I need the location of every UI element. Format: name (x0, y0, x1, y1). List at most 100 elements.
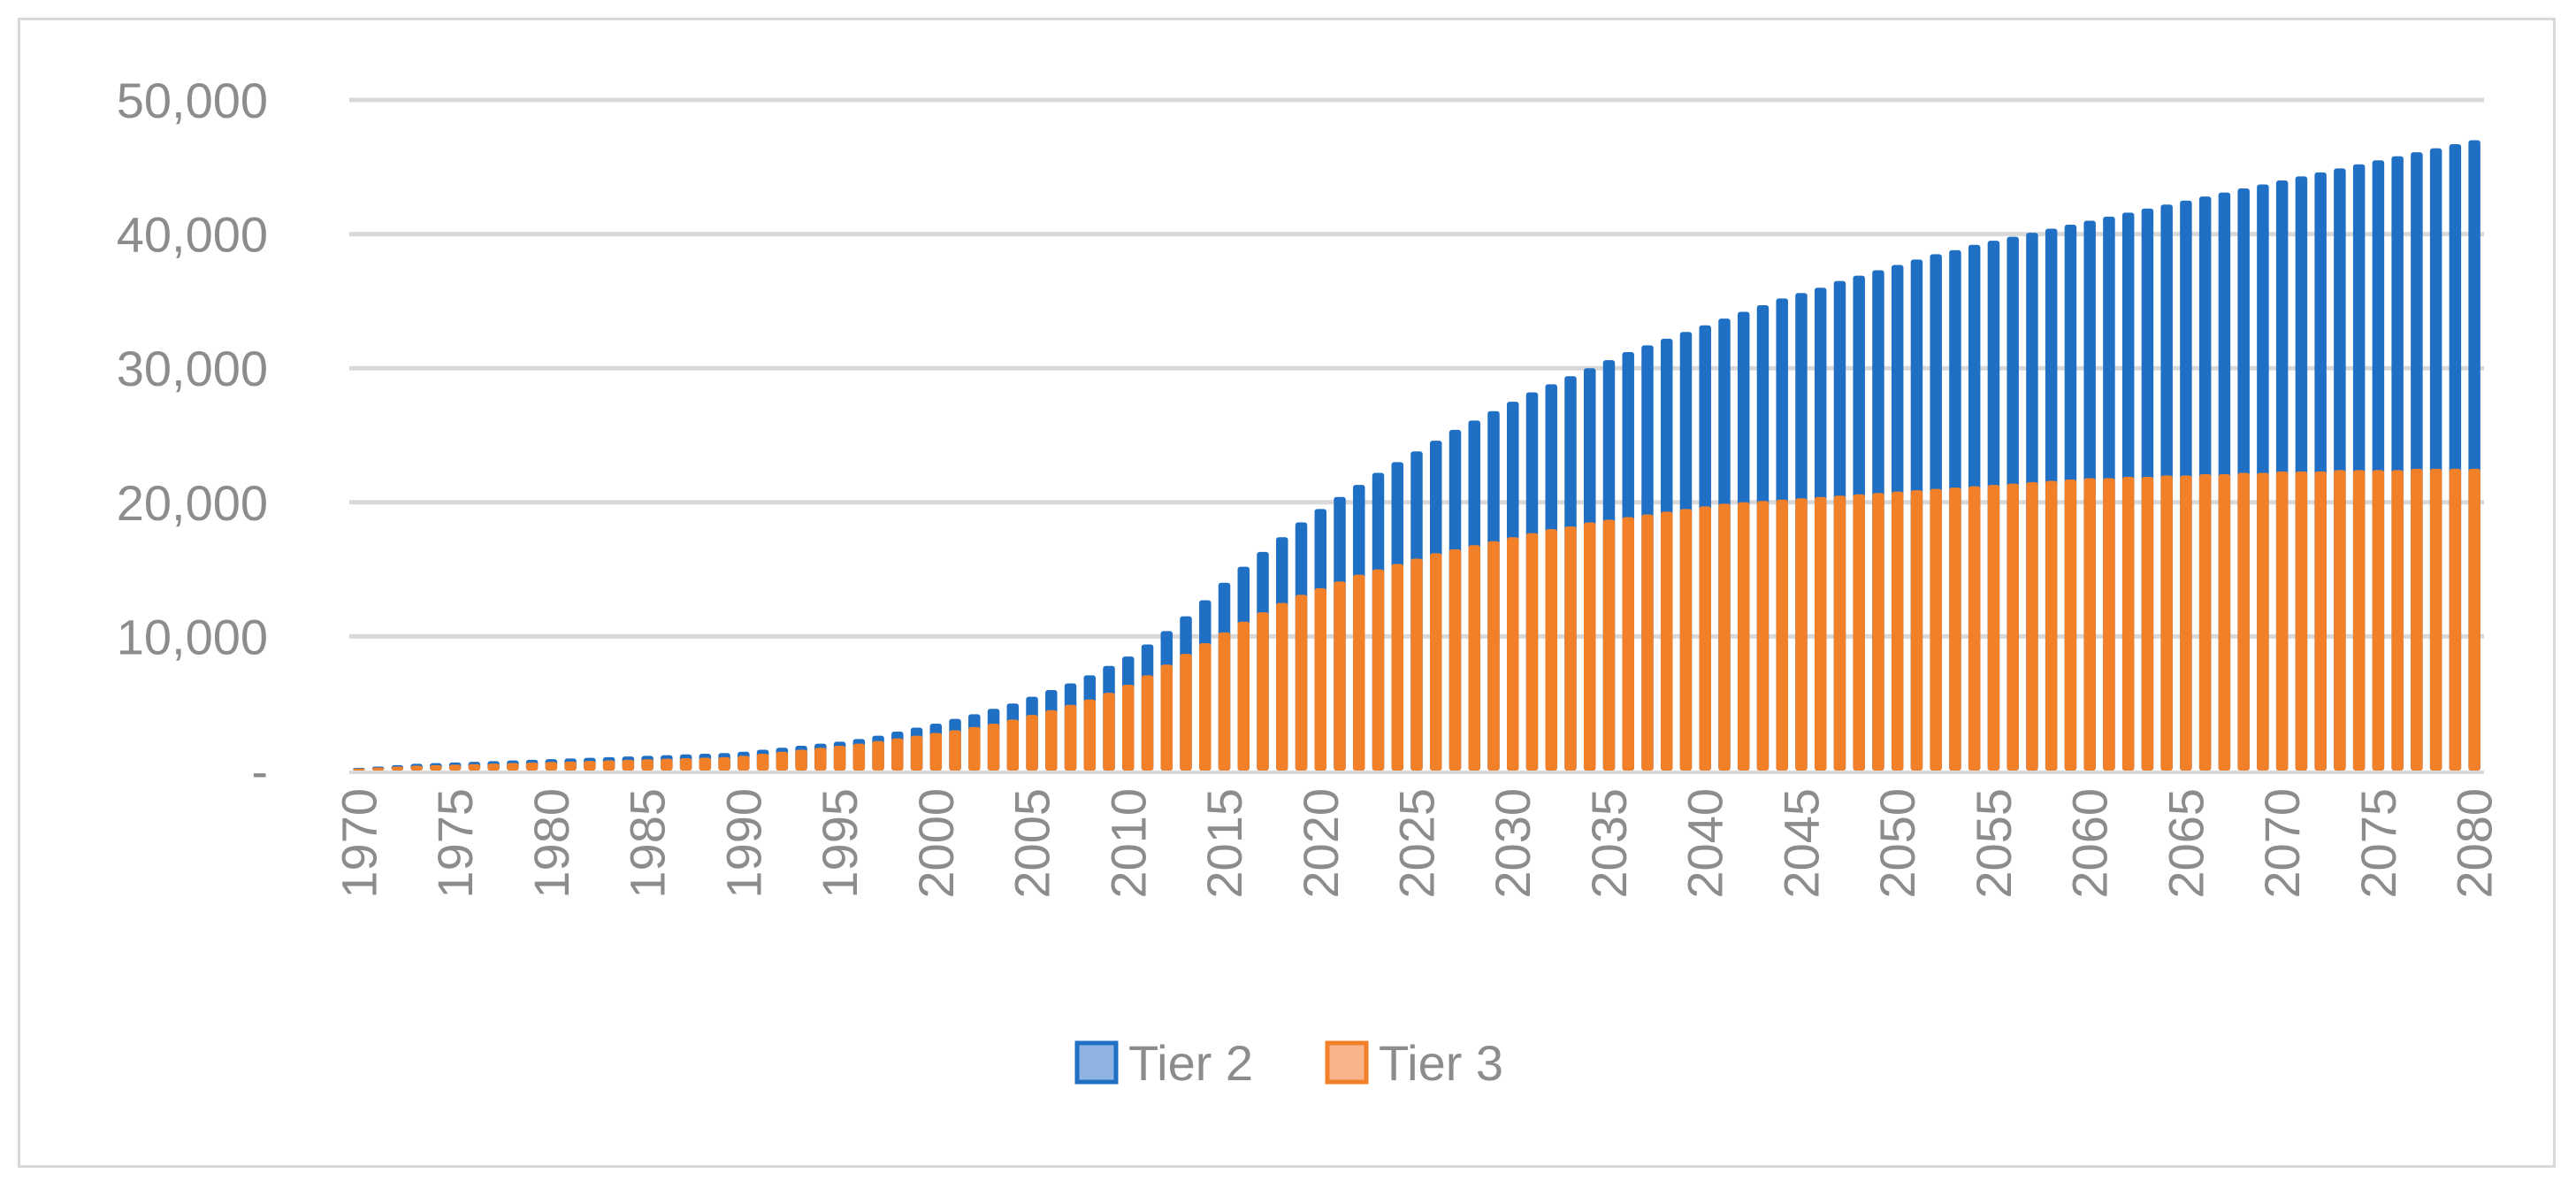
bar-tier-3 (1410, 558, 1423, 771)
bar-tier-3 (795, 749, 807, 771)
bar-tier-3 (2083, 478, 2096, 771)
bar-tier-3 (1622, 517, 1634, 771)
bar-tier-3 (1583, 522, 1596, 771)
bar-tier-3 (1602, 519, 1616, 771)
bar-tier-3 (1968, 486, 1981, 771)
bar-tier-3 (1737, 502, 1750, 771)
x-tick-label: 1975 (427, 788, 483, 899)
bar-tier-3 (545, 762, 558, 771)
y-tick-label: 20,000 (117, 475, 268, 531)
x-tick-label: 2020 (1293, 788, 1349, 899)
bar-tier-3 (2007, 483, 2019, 771)
bar-tier-3 (1103, 693, 1115, 771)
y-tick-label: 40,000 (117, 207, 268, 263)
x-axis-tick-labels: 1970 1975 1980 1985 1990 1995 2000 2005 2010 2015… (331, 788, 2502, 899)
bar-tier-3 (2026, 482, 2038, 771)
x-tick-label: 2015 (1196, 788, 1252, 899)
bar-tier-3 (1391, 564, 1403, 771)
bar-tier-3 (2198, 473, 2212, 771)
bar-tier-3 (2411, 468, 2423, 771)
x-tick-label: 2000 (908, 788, 964, 899)
bar-tier-3 (2064, 479, 2077, 771)
x-tick-label: 1970 (331, 788, 386, 899)
x-tick-label: 2065 (2158, 788, 2213, 899)
bar-chart: - 10,000 20,000 30,000 40,000 50,000 1970 1975… (117, 73, 2503, 1091)
bar-tier-3 (487, 763, 500, 771)
bar-tier-3 (852, 743, 866, 771)
bar-tier-3 (584, 761, 596, 771)
bar-tier-3 (1353, 574, 1365, 771)
bar-tier-3 (1795, 498, 1808, 771)
bar-tier-3 (641, 759, 654, 771)
bar-tier-3 (968, 726, 981, 771)
x-tick-label: 2080 (2447, 788, 2503, 899)
bar-tier-3 (2121, 476, 2135, 771)
bar-tier-3 (1756, 501, 1770, 771)
bar-tier-3 (2449, 468, 2462, 771)
bar-tier-3 (2103, 478, 2115, 771)
bar-tier-3 (1853, 494, 1865, 771)
bar-tier-3 (1218, 632, 1231, 771)
y-tick-label: 30,000 (117, 341, 268, 396)
bar-tier-3 (1949, 487, 1961, 771)
bar-tier-3 (1006, 719, 1020, 771)
bar-tier-3 (738, 756, 750, 771)
bar-tier-3 (525, 762, 539, 771)
bar-tier-3 (2314, 471, 2327, 771)
bar-tier-3 (1660, 511, 1673, 771)
bar-tier-3 (1506, 537, 1519, 771)
bar-tier-3 (1641, 514, 1654, 771)
bar-tier-3 (1776, 499, 1788, 771)
bar-tier-3 (1199, 642, 1212, 771)
x-tick-label: 2010 (1100, 788, 1156, 899)
bar-tier-3 (1814, 496, 1827, 771)
bar-tier-3 (661, 758, 673, 771)
bar-tier-3 (1987, 485, 2000, 771)
bar-tier-3 (1487, 541, 1500, 771)
bar-tier-3 (1468, 545, 1480, 771)
y-tick-label: - (251, 743, 268, 799)
x-tick-label: 2055 (1966, 788, 2022, 899)
bar-tier-3 (1257, 612, 1269, 771)
bar-tier-3 (1930, 488, 1942, 771)
bar-tier-3 (1180, 654, 1192, 771)
bar-tier-3 (564, 761, 577, 771)
bar-tier-3 (699, 757, 712, 771)
bar-tier-3 (814, 748, 827, 771)
bar-tier-3 (602, 760, 615, 771)
bar-tier-3 (2257, 472, 2269, 771)
bar-tier-3 (507, 763, 519, 771)
bar-tier-3 (2295, 471, 2308, 771)
bar-tier-3 (1449, 548, 1462, 771)
bar-tier-3 (929, 733, 943, 771)
bar-tier-3 (2045, 480, 2058, 771)
bar-tier-3 (1910, 490, 1923, 771)
bar-tier-3 (756, 754, 769, 771)
bar-tier-3 (410, 765, 423, 771)
bar-tier-3 (872, 740, 884, 771)
bar-tier-3 (1372, 569, 1385, 771)
bar-tier-3 (371, 767, 385, 771)
x-tick-label: 2040 (1678, 788, 1733, 899)
bar-tier-3 (448, 764, 462, 771)
x-tick-label: 2005 (1005, 788, 1060, 899)
y-tick-label: 10,000 (117, 609, 268, 664)
bar-tier-3 (2275, 471, 2289, 771)
chart-frame: - 10,000 20,000 30,000 40,000 50,000 1970 1975… (18, 18, 2556, 1168)
y-tick-label: 50,000 (117, 73, 268, 128)
legend: Tier 2 Tier 3 (1074, 1035, 1503, 1091)
bar-tier-3 (2160, 475, 2173, 771)
bar-tier-3 (776, 751, 789, 771)
bar-tier-3 (1122, 684, 1135, 771)
bar-tier-3 (833, 745, 846, 771)
bar-tier-3 (1026, 715, 1038, 771)
bar-tier-3 (2218, 473, 2231, 771)
x-tick-label: 2035 (1581, 788, 1637, 899)
bar-tier-3 (1872, 493, 1884, 771)
bar-tier-3 (430, 764, 442, 771)
bar-tier-3 (2237, 472, 2250, 771)
x-tick-label: 1990 (715, 788, 771, 899)
bar-tier-3 (1334, 581, 1346, 771)
bar-tier-3 (1891, 491, 1904, 771)
bar-tier-3 (1237, 621, 1250, 771)
